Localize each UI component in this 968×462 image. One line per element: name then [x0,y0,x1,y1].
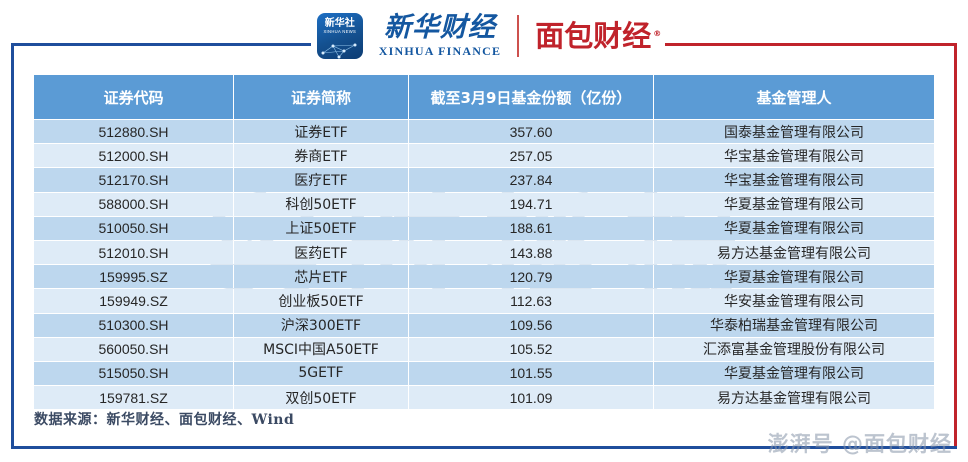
network-dots-icon [321,43,357,59]
column-header-shares: 截至3月9日基金份额（亿份） [409,75,654,119]
table-row: 560050.SH MSCI中国A50ETF 105.52 汇添富基金管理股份有限公司 [34,337,934,361]
cell-manager: 易方达基金管理有限公司 [654,386,934,410]
fund-share-table: 证券代码 证券简称 截至3月9日基金份额（亿份） 基金管理人 512880.SH… [34,74,934,410]
table-row: 510300.SH 沪深300ETF 109.56 华泰柏瑞基金管理有限公司 [34,313,934,337]
cell-name: 证券ETF [234,120,409,144]
cell-shares: 120.79 [409,265,654,289]
cell-manager: 华夏基金管理有限公司 [654,216,934,240]
cell-name: 双创50ETF [234,386,409,410]
cell-manager: 华夏基金管理有限公司 [654,361,934,386]
cell-manager: 华夏基金管理有限公司 [654,192,934,216]
cell-code: 512170.SH [34,168,234,192]
xinhua-badge-en-label: XINHUA NEWS [323,29,357,34]
cell-name: 医疗ETF [234,168,409,192]
logo-divider [517,15,520,57]
table-row: 159995.SZ 芯片ETF 120.79 华夏基金管理有限公司 [34,265,934,289]
cell-manager: 汇添富基金管理股份有限公司 [654,337,934,361]
cell-name: 创业板50ETF [234,289,409,313]
table-row: 512170.SH 医疗ETF 237.84 华宝基金管理有限公司 [34,168,934,192]
cell-manager: 华泰柏瑞基金管理有限公司 [654,313,934,337]
table-row: 588000.SH 科创50ETF 194.71 华夏基金管理有限公司 [34,192,934,216]
cell-shares: 257.05 [409,144,654,168]
cell-code: 560050.SH [34,337,234,361]
cell-name: 科创50ETF [234,192,409,216]
cell-code: 159949.SZ [34,289,234,313]
cell-shares: 101.55 [409,361,654,386]
cell-manager: 华安基金管理有限公司 [654,289,934,313]
table-row: 512000.SH 券商ETF 257.05 华宝基金管理有限公司 [34,144,934,168]
cell-code: 159781.SZ [34,386,234,410]
fund-share-table-container: 证券代码 证券简称 截至3月9日基金份额（亿份） 基金管理人 512880.SH… [34,74,934,410]
cell-name: 券商ETF [234,144,409,168]
frame-bottom-left-blue [11,446,484,449]
table-row: 515050.SH 5GETF 101.55 华夏基金管理有限公司 [34,361,934,386]
cell-shares: 109.56 [409,313,654,337]
frame-bottom-right-blue [484,446,957,449]
cell-manager: 华宝基金管理有限公司 [654,144,934,168]
xinhua-news-badge-icon: 新华社 XINHUA NEWS [316,13,363,59]
cell-code: 512000.SH [34,144,234,168]
cell-name: 芯片ETF [234,265,409,289]
cell-name: 上证50ETF [234,216,409,240]
cell-shares: 237.84 [409,168,654,192]
cell-name: 医药ETF [234,240,409,265]
cell-shares: 112.63 [409,289,654,313]
cell-code: 512010.SH [34,240,234,265]
mianbao-logo-label: 面包财经 [535,19,652,53]
cell-shares: 101.09 [409,386,654,410]
cell-manager: 华宝基金管理有限公司 [654,168,934,192]
frame-top-right-red [665,43,957,46]
cell-manager: 国泰基金管理有限公司 [654,120,934,144]
logo-bar: 新华社 XINHUA NEWS 新 [0,0,968,72]
cell-code: 588000.SH [34,192,234,216]
table-header-row: 证券代码 证券简称 截至3月9日基金份额（亿份） 基金管理人 [34,75,934,119]
xinhua-badge-cn-label: 新华社 [324,18,355,29]
cell-name: 沪深300ETF [234,313,409,337]
cell-shares: 143.88 [409,240,654,265]
cell-shares: 188.61 [409,216,654,240]
table-body: 512880.SH 证券ETF 357.60 国泰基金管理有限公司 512000.SH 券… [34,120,934,410]
registered-mark-icon: ® [653,29,662,38]
cell-manager: 易方达基金管理有限公司 [654,240,934,265]
cell-name: 5GETF [234,361,409,386]
cell-manager: 华夏基金管理有限公司 [654,265,934,289]
cell-code: 510050.SH [34,216,234,240]
table-row: 159781.SZ 双创50ETF 101.09 易方达基金管理有限公司 [34,386,934,410]
xinhua-finance-cn-label: 新华财经 [383,12,496,43]
column-header-code: 证券代码 [34,75,234,119]
cell-code: 159995.SZ [34,265,234,289]
frame-top-left-blue [11,43,311,46]
xinhua-finance-en-label: XINHUA FINANCE [378,44,502,58]
column-header-name: 证券简称 [234,75,409,119]
cell-name: MSCI中国A50ETF [234,337,409,361]
data-source-note: 数据来源：新华财经、面包财经、Wind [34,412,295,428]
column-header-manager: 基金管理人 [654,75,934,119]
cell-shares: 357.60 [409,120,654,144]
bottom-right-watermark: 澎湃号 @面包财经 [767,432,952,456]
cell-code: 512880.SH [34,120,234,144]
table-row: 512010.SH 医药ETF 143.88 易方达基金管理有限公司 [34,240,934,265]
cell-shares: 105.52 [409,337,654,361]
cell-shares: 194.71 [409,192,654,216]
table-row: 510050.SH 上证50ETF 188.61 华夏基金管理有限公司 [34,216,934,240]
table-row: 159949.SZ 创业板50ETF 112.63 华安基金管理有限公司 [34,289,934,313]
frame-left-blue [11,43,14,449]
frame-right-red [954,43,957,449]
cell-code: 510300.SH [34,313,234,337]
mianbao-finance-logo: 面包财经 ® [535,18,661,54]
table-head: 证券代码 证券简称 截至3月9日基金份额（亿份） 基金管理人 [34,75,934,119]
xinhua-finance-wordmark: 新华财经 XINHUA FINANCE [379,13,501,59]
table-row: 512880.SH 证券ETF 357.60 国泰基金管理有限公司 [34,120,934,144]
cell-code: 515050.SH [34,361,234,386]
